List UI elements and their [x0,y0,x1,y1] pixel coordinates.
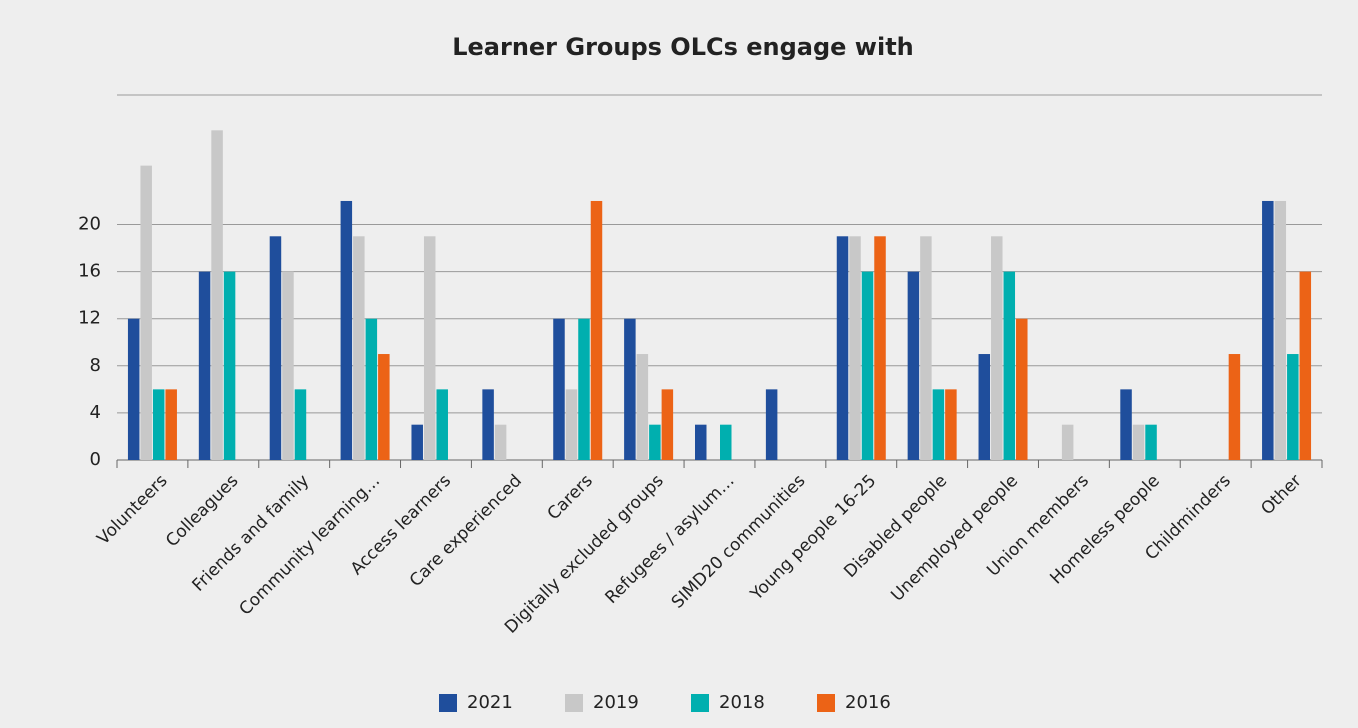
bar [1287,354,1299,460]
bar [1016,318,1028,460]
bar [765,389,778,460]
bar [340,200,353,460]
bar [907,271,920,460]
bar [624,318,636,460]
bar [378,354,390,460]
bar [165,389,177,460]
bar [127,318,140,460]
bar [294,389,307,460]
y-tick-label: 4 [90,402,101,423]
legend-label: 2016 [845,692,891,713]
chart-title: Learner Groups OLCs engage with [452,33,914,61]
bar [1262,200,1274,460]
legend-label: 2019 [593,692,639,713]
legend-label: 2018 [719,692,765,713]
y-tick-label: 20 [78,214,101,235]
bar [565,389,578,460]
bar [932,389,945,460]
bar [223,271,236,460]
bar [720,424,732,460]
bar [269,236,282,460]
bar [836,236,849,460]
bar [661,389,674,460]
bar [282,271,294,460]
bar [1145,424,1157,460]
bar [411,424,423,460]
legend-swatch [565,694,583,712]
bar [695,424,707,460]
bar [590,200,603,460]
bar [482,389,494,460]
bar [649,424,661,460]
bar [140,165,152,461]
bar [578,318,590,460]
legend-swatch [817,694,835,712]
bar [978,354,991,460]
bar [849,236,861,460]
bar [636,354,649,460]
bar [1061,424,1074,460]
y-tick-label: 8 [90,355,101,376]
bar [1228,354,1241,460]
legend-swatch [691,694,709,712]
bar [423,236,436,460]
bar [436,389,448,460]
bar [494,424,507,460]
bar [945,389,957,460]
y-tick-label: 0 [90,449,101,470]
bar [1274,200,1287,460]
bar [991,236,1003,460]
bar [1120,389,1132,460]
y-tick-label: 12 [78,308,101,329]
bar [1003,271,1016,460]
bar [211,130,223,461]
bar [198,271,211,460]
y-tick-label: 16 [78,261,101,282]
bar [1132,424,1145,460]
bar [553,318,565,460]
bar [1299,271,1312,460]
legend-label: 2021 [467,692,513,713]
bar [365,318,378,460]
bar [874,236,886,460]
bar [152,389,165,460]
bar [353,236,365,460]
bar [920,236,932,460]
bar [861,271,874,460]
legend-swatch [439,694,457,712]
